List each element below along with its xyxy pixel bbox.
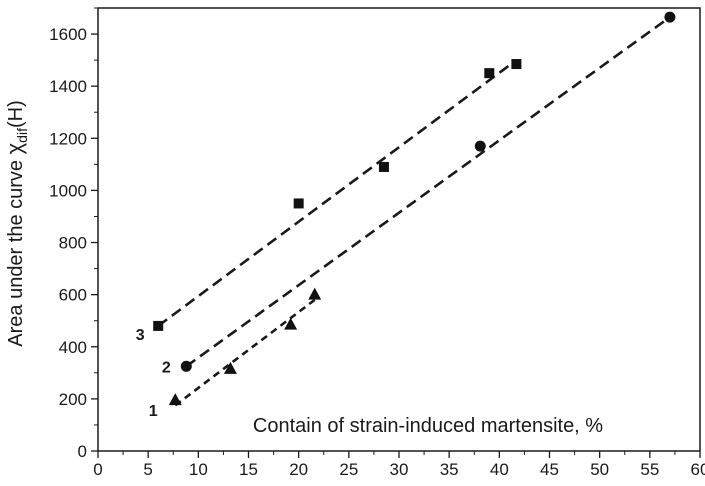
x-tick-label: 45	[540, 460, 559, 479]
x-tick-label: 5	[143, 460, 152, 479]
x-tick-label: 60	[691, 460, 705, 479]
x-tick-label: 40	[490, 460, 509, 479]
x-tick-label: 0	[93, 460, 102, 479]
x-tick-label: 55	[640, 460, 659, 479]
y-tick-label: 200	[59, 390, 87, 409]
y-axis-label-main: Area under the curve	[5, 154, 27, 346]
x-tick-label: 15	[239, 460, 258, 479]
series-labels: 1 23	[136, 327, 171, 420]
circle-point	[180, 360, 192, 372]
square-point	[378, 161, 389, 172]
y-axis-label-chi: χ	[2, 142, 27, 154]
x-tick-label: 10	[189, 460, 208, 479]
y-tick-label: 800	[59, 234, 87, 253]
x-tick-label: 30	[390, 460, 409, 479]
circle-point	[664, 11, 676, 23]
x-tick-label: 50	[590, 460, 609, 479]
triangle-point	[223, 361, 237, 374]
fit-line-series-1	[174, 298, 316, 407]
y-axis-label: Area under the curve χdif(H)	[2, 100, 30, 346]
y-tick-label: 1400	[49, 77, 87, 96]
x-tick-label: 35	[440, 460, 459, 479]
tick-labels: 0 5 10 15 20 25 30 35 40 45 50 55 600200400600800100…	[49, 25, 705, 479]
y-axis-label-sub: dif	[14, 128, 30, 143]
square-point	[153, 320, 164, 331]
x-axis-label: Contain of strain-induced martensite, %	[253, 415, 603, 437]
series-label-2: 2	[162, 359, 171, 376]
axis-ticks	[91, 7, 701, 458]
series-label-1: 1	[149, 403, 158, 420]
series-label-3: 3	[136, 327, 145, 344]
fit-line-series-3	[157, 59, 518, 327]
plot-frame	[97, 7, 701, 452]
circle-point	[474, 140, 486, 152]
y-axis-label-tail: (H)	[5, 100, 27, 128]
y-tick-label: 0	[78, 442, 87, 461]
fit-line-series-2	[185, 16, 671, 368]
y-tick-label: 1600	[49, 25, 87, 44]
x-tick-label: 25	[339, 460, 358, 479]
y-tick-label: 1000	[49, 181, 87, 200]
square-point	[293, 198, 304, 209]
square-point	[484, 68, 495, 79]
y-tick-label: 400	[59, 338, 87, 357]
triangle-point	[284, 317, 298, 330]
data-points	[153, 11, 676, 406]
triangle-point	[308, 287, 322, 300]
y-tick-label: 1200	[49, 129, 87, 148]
y-tick-label: 600	[59, 286, 87, 305]
square-point	[511, 59, 522, 70]
triangle-point	[168, 393, 182, 406]
fit-lines	[157, 16, 671, 407]
x-tick-label: 20	[289, 460, 308, 479]
